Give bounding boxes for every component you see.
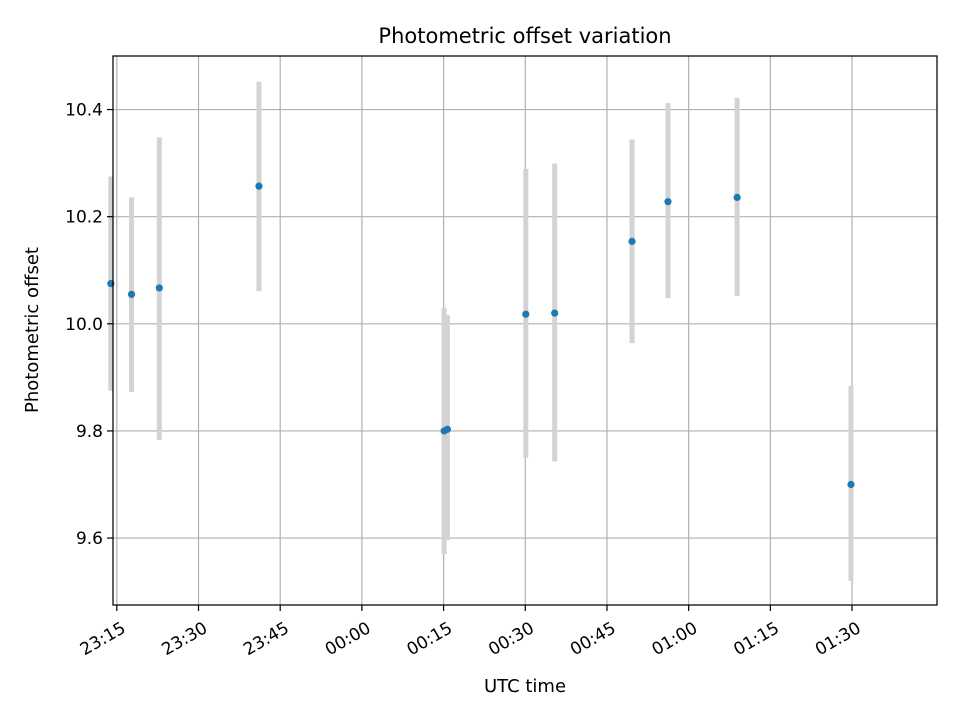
data-point <box>522 310 530 318</box>
data-point <box>443 425 451 433</box>
y-tick-label: 10.0 <box>65 315 103 335</box>
y-tick-label: 9.8 <box>76 422 103 442</box>
y-axis-title: Photometric offset <box>22 247 43 413</box>
y-tick-label: 10.4 <box>65 101 103 121</box>
y-axis-ticks: 9.6 9.8 10.0 10.2 10.4 <box>65 101 113 549</box>
data-point <box>664 198 672 206</box>
data-point <box>628 237 636 245</box>
y-tick-label: 9.6 <box>76 529 103 549</box>
data-points <box>107 182 855 489</box>
data-point <box>847 480 855 489</box>
x-axis-title: UTC time <box>484 676 566 697</box>
data-point <box>551 309 559 317</box>
data-point <box>255 182 263 190</box>
data-point <box>155 284 163 292</box>
data-point <box>733 193 741 202</box>
y-tick-label: 10.2 <box>65 208 103 228</box>
chart-title: Photometric offset variation <box>378 24 671 48</box>
data-point <box>127 290 136 298</box>
